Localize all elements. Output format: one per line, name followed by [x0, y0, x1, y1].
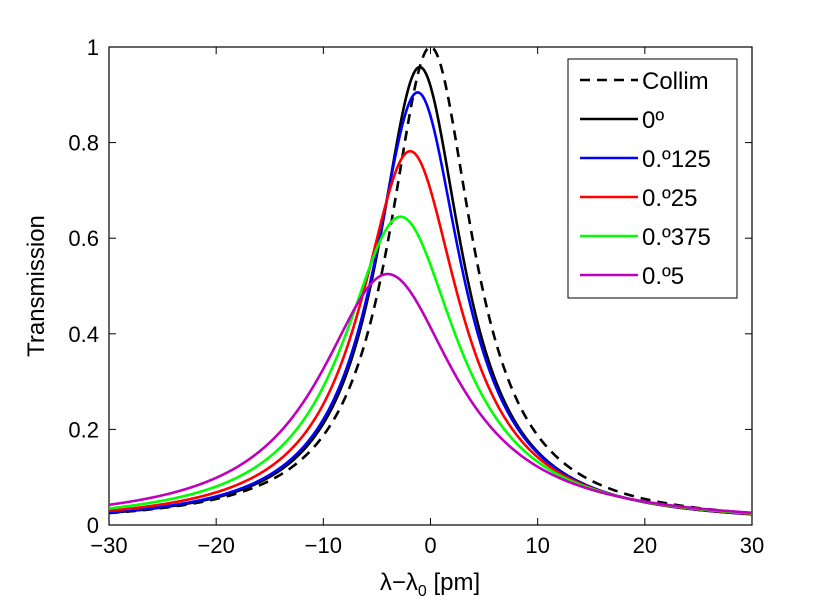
- legend-label: 0.º5: [642, 263, 684, 290]
- y-tick-label: 0.2: [68, 417, 99, 442]
- x-tick-label: 20: [633, 533, 657, 558]
- x-tick-label: 0: [424, 533, 436, 558]
- x-axis-title-main: λ−λ: [380, 569, 418, 596]
- x-axis-title: λ−λ0 [pm]: [380, 569, 480, 600]
- series-line: [108, 272, 753, 515]
- x-tick-label: −20: [198, 533, 235, 558]
- y-tick-label: 0.6: [68, 226, 99, 251]
- y-tick-label: 0: [87, 513, 99, 538]
- legend-label: 0.º125: [642, 146, 711, 173]
- y-axis-title: Transmission: [23, 215, 50, 357]
- x-tick-label: 10: [525, 533, 549, 558]
- legend: Collim 0º 0.º125 0.º25 0.º375 0.º5: [567, 58, 738, 299]
- legend-box: [567, 58, 738, 299]
- y-tick-label: 0.4: [68, 322, 99, 347]
- plot-area: −30 −20 −10 0 10 20 30 0 0.2 0.4 0.6 0.8 1: [68, 35, 764, 558]
- ticks-layer: −30 −20 −10 0 10 20 30 0 0.2 0.4 0.6 0.8 1: [68, 35, 764, 558]
- curves-layer: [108, 45, 753, 516]
- x-tick-label: 30: [740, 533, 764, 558]
- legend-label: 0.º25: [642, 185, 697, 212]
- x-axis-title-unit: [pm]: [427, 569, 480, 596]
- legend-label: 0º: [642, 107, 664, 134]
- x-tick-label: −30: [90, 533, 127, 558]
- y-tick-label: 1: [87, 35, 99, 60]
- legend-label: Collim: [642, 68, 709, 95]
- x-tick-label: −10: [305, 533, 342, 558]
- series-line: [108, 45, 753, 515]
- legend-label: 0.º375: [642, 224, 711, 251]
- x-axis-title-subscript: 0: [418, 583, 427, 600]
- y-tick-label: 0.8: [68, 131, 99, 156]
